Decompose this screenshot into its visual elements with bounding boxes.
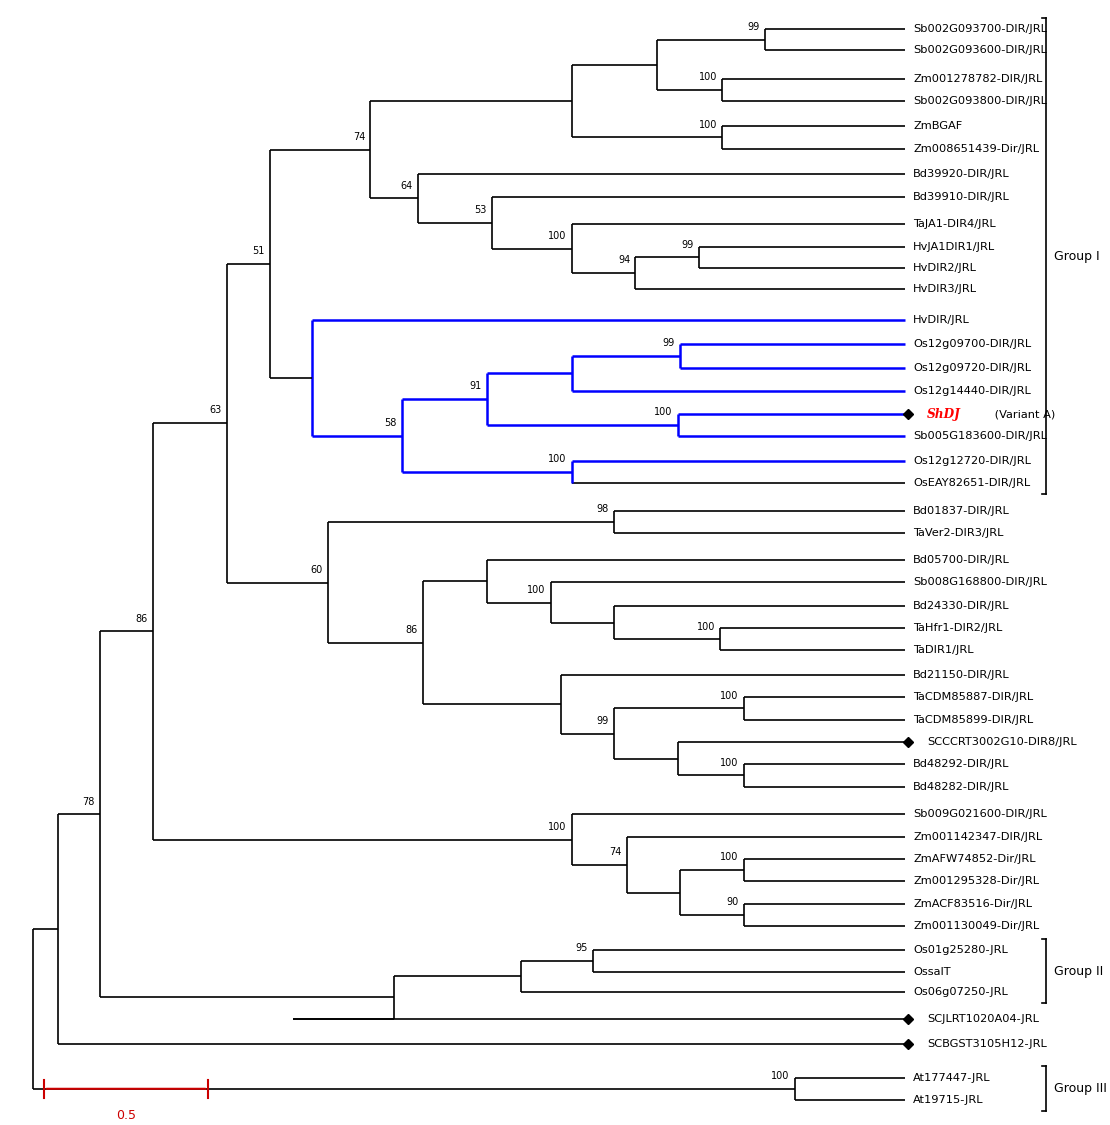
Text: SCBGST3105H12-JRL: SCBGST3105H12-JRL xyxy=(927,1040,1047,1050)
Text: 99: 99 xyxy=(682,240,694,250)
Text: Sb002G093700-DIR/JRL: Sb002G093700-DIR/JRL xyxy=(914,25,1047,34)
Text: SCJLRT1020A04-JRL: SCJLRT1020A04-JRL xyxy=(927,1014,1039,1024)
Text: Bd24330-DIR/JRL: Bd24330-DIR/JRL xyxy=(914,601,1010,611)
Text: Zm008651439-Dir/JRL: Zm008651439-Dir/JRL xyxy=(914,144,1039,154)
Text: TaCDM85899-DIR/JRL: TaCDM85899-DIR/JRL xyxy=(914,714,1033,724)
Text: 95: 95 xyxy=(575,943,588,953)
Text: 100: 100 xyxy=(720,757,738,767)
Text: At177447-JRL: At177447-JRL xyxy=(914,1072,991,1082)
Text: 100: 100 xyxy=(699,119,717,129)
Text: ZmACF83516-Dir/JRL: ZmACF83516-Dir/JRL xyxy=(914,899,1032,909)
Text: 0.5: 0.5 xyxy=(115,1109,137,1122)
Text: Sb008G168800-DIR/JRL: Sb008G168800-DIR/JRL xyxy=(914,577,1047,587)
Text: Zm001278782-DIR/JRL: Zm001278782-DIR/JRL xyxy=(914,74,1042,84)
Text: 78: 78 xyxy=(82,796,94,807)
Text: TaHfr1-DIR2/JRL: TaHfr1-DIR2/JRL xyxy=(914,623,1002,633)
Text: 100: 100 xyxy=(548,455,566,465)
Text: OsEAY82651-DIR/JRL: OsEAY82651-DIR/JRL xyxy=(914,478,1030,488)
Text: Os12g09700-DIR/JRL: Os12g09700-DIR/JRL xyxy=(914,339,1031,349)
Text: 51: 51 xyxy=(252,246,264,256)
Text: 86: 86 xyxy=(406,626,418,634)
Text: TaCDM85887-DIR/JRL: TaCDM85887-DIR/JRL xyxy=(914,692,1033,702)
Text: Bd48282-DIR/JRL: Bd48282-DIR/JRL xyxy=(914,782,1010,792)
Text: 100: 100 xyxy=(720,853,738,863)
Text: Zm001295328-Dir/JRL: Zm001295328-Dir/JRL xyxy=(914,876,1039,886)
Text: TaVer2-DIR3/JRL: TaVer2-DIR3/JRL xyxy=(914,529,1003,539)
Text: 94: 94 xyxy=(618,255,630,266)
Text: HvDIR2/JRL: HvDIR2/JRL xyxy=(914,263,977,273)
Text: 100: 100 xyxy=(548,231,566,241)
Text: (Variant A): (Variant A) xyxy=(991,410,1054,418)
Text: Os12g09720-DIR/JRL: Os12g09720-DIR/JRL xyxy=(914,363,1031,374)
Text: Sb002G093600-DIR/JRL: Sb002G093600-DIR/JRL xyxy=(914,45,1047,55)
Text: 99: 99 xyxy=(747,22,759,32)
Text: Os01g25280-JRL: Os01g25280-JRL xyxy=(914,945,1008,955)
Text: Zm001142347-DIR/JRL: Zm001142347-DIR/JRL xyxy=(914,831,1042,842)
Text: Sb005G183600-DIR/JRL: Sb005G183600-DIR/JRL xyxy=(914,431,1047,441)
Text: 100: 100 xyxy=(699,72,717,82)
Text: 74: 74 xyxy=(609,847,622,857)
Text: 100: 100 xyxy=(770,1071,789,1081)
Text: Os06g07250-JRL: Os06g07250-JRL xyxy=(914,987,1008,997)
Text: Group II: Group II xyxy=(1054,964,1103,978)
Text: 90: 90 xyxy=(726,897,738,907)
Text: 86: 86 xyxy=(135,613,148,623)
Text: ZmAFW74852-Dir/JRL: ZmAFW74852-Dir/JRL xyxy=(914,854,1036,864)
Text: Group III: Group III xyxy=(1054,1082,1107,1096)
Text: Group I: Group I xyxy=(1054,250,1100,263)
Text: TaDIR1/JRL: TaDIR1/JRL xyxy=(914,646,973,656)
Text: Bd39920-DIR/JRL: Bd39920-DIR/JRL xyxy=(914,169,1010,179)
Text: 98: 98 xyxy=(597,504,609,514)
Text: Bd21150-DIR/JRL: Bd21150-DIR/JRL xyxy=(914,670,1010,680)
Text: 58: 58 xyxy=(384,417,397,428)
Text: SCCCRT3002G10-DIR8/JRL: SCCCRT3002G10-DIR8/JRL xyxy=(927,737,1077,747)
Text: 53: 53 xyxy=(475,205,487,215)
Text: HvDIR3/JRL: HvDIR3/JRL xyxy=(914,285,977,294)
Text: 100: 100 xyxy=(697,621,715,631)
Text: Zm001130049-Dir/JRL: Zm001130049-Dir/JRL xyxy=(914,921,1039,932)
Text: 64: 64 xyxy=(401,181,413,190)
Text: 100: 100 xyxy=(548,821,566,831)
Text: 99: 99 xyxy=(597,716,609,726)
Text: HvJA1DIR1/JRL: HvJA1DIR1/JRL xyxy=(914,242,996,252)
Text: ZmBGAF: ZmBGAF xyxy=(914,122,962,132)
Text: 100: 100 xyxy=(654,407,673,417)
Text: Bd05700-DIR/JRL: Bd05700-DIR/JRL xyxy=(914,555,1010,565)
Text: TaJA1-DIR4/JRL: TaJA1-DIR4/JRL xyxy=(914,219,996,229)
Text: HvDIR/JRL: HvDIR/JRL xyxy=(914,315,970,325)
Text: OssalT: OssalT xyxy=(914,966,951,976)
Text: 60: 60 xyxy=(311,565,323,575)
Text: 99: 99 xyxy=(663,339,675,349)
Text: At19715-JRL: At19715-JRL xyxy=(914,1095,983,1105)
Text: Bd48292-DIR/JRL: Bd48292-DIR/JRL xyxy=(914,759,1010,770)
Text: Sb002G093800-DIR/JRL: Sb002G093800-DIR/JRL xyxy=(914,96,1047,106)
Text: Bd39910-DIR/JRL: Bd39910-DIR/JRL xyxy=(914,191,1010,201)
Text: Os12g12720-DIR/JRL: Os12g12720-DIR/JRL xyxy=(914,456,1031,466)
Text: 74: 74 xyxy=(353,132,365,142)
Text: 63: 63 xyxy=(210,405,222,415)
Text: Os12g14440-DIR/JRL: Os12g14440-DIR/JRL xyxy=(914,386,1031,396)
Text: 100: 100 xyxy=(720,691,738,701)
Text: 91: 91 xyxy=(470,381,482,391)
Text: 100: 100 xyxy=(527,585,545,595)
Text: Bd01837-DIR/JRL: Bd01837-DIR/JRL xyxy=(914,506,1010,516)
Text: Sb009G021600-DIR/JRL: Sb009G021600-DIR/JRL xyxy=(914,809,1047,819)
Text: ShDJ: ShDJ xyxy=(927,407,961,421)
